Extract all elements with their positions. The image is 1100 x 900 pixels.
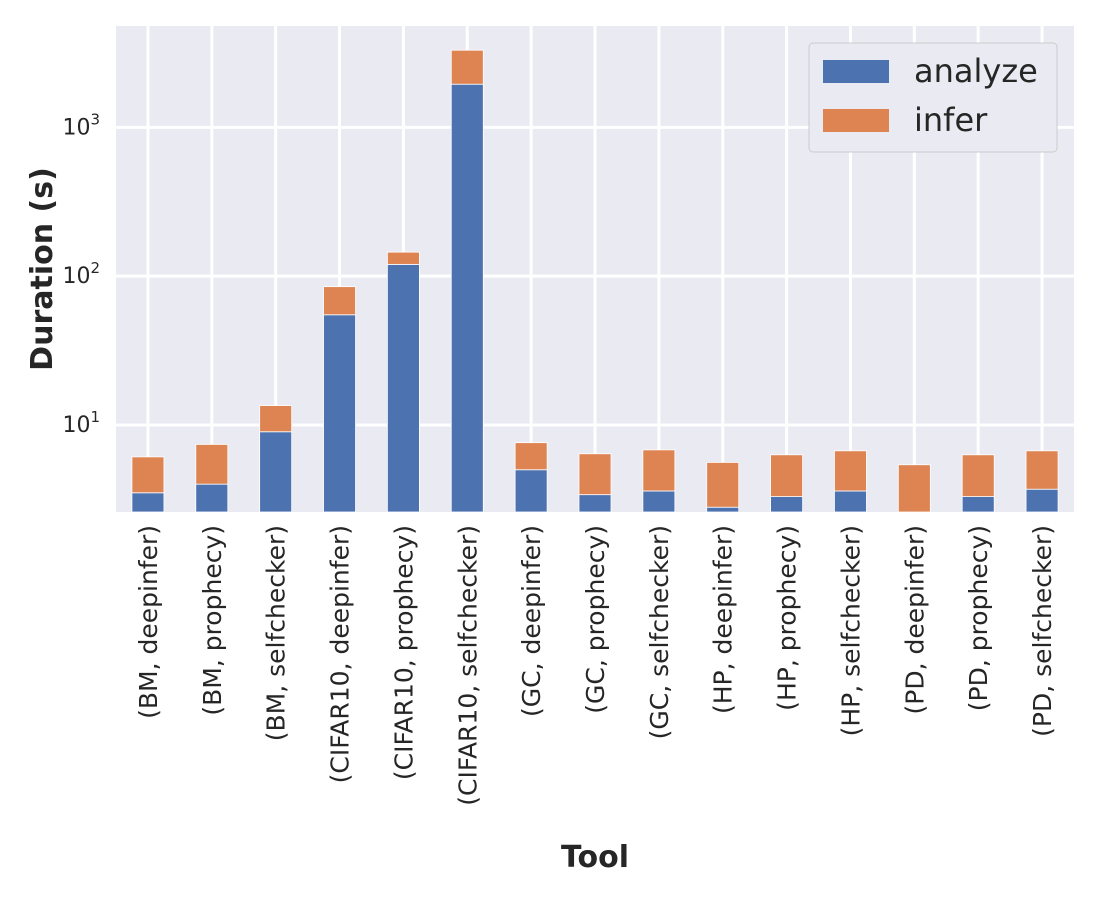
bar-analyze (386, 263, 420, 513)
legend-label-analyze: analyze (914, 52, 1038, 90)
bar-analyze (1025, 488, 1059, 513)
y-tick-labels: 101 102 103 (62, 110, 100, 438)
x-tick-label: (BM, selfchecker) (262, 525, 291, 741)
y-tick-label: 102 (62, 259, 100, 289)
bar-infer (450, 49, 484, 85)
x-tick-labels: (BM, deepinfer) (BM, prophecy) (BM, selfch… (134, 525, 1057, 806)
x-tick-label: (BM, prophecy) (198, 525, 227, 716)
x-tick-label: (GC, deepinfer) (517, 525, 546, 717)
bar-infer (834, 450, 867, 492)
legend: analyze infer (808, 42, 1058, 153)
bar-analyze (259, 431, 293, 513)
bar-infer (195, 444, 229, 485)
bar-analyze (514, 469, 548, 513)
x-tick-label: (HP, selfchecker) (836, 525, 865, 736)
x-tick-label: (BM, deepinfer) (134, 525, 163, 719)
bar-infer (1025, 450, 1059, 490)
bar-analyze (706, 506, 740, 513)
legend-label-infer: infer (914, 101, 988, 139)
bar-analyze (770, 496, 803, 513)
x-tick-label: (HP, deepinfer) (709, 525, 738, 714)
y-tick-label: 101 (62, 408, 100, 438)
bar-analyze (578, 494, 612, 513)
x-tick-label: (CIFAR10, selfchecker) (453, 525, 482, 806)
x-axis-title: Tool (561, 840, 629, 875)
bar-infer (259, 405, 293, 433)
bar-infer (131, 456, 165, 494)
x-tick-label: (HP, prophecy) (773, 525, 802, 711)
x-tick-label: (CIFAR10, prophecy) (389, 525, 418, 780)
bar-analyze (961, 496, 995, 513)
bar-analyze (131, 492, 165, 513)
bar-analyze (450, 83, 484, 513)
bar-infer (514, 442, 548, 471)
bar-analyze (834, 490, 867, 513)
bar-infer (578, 453, 612, 496)
bar-analyze (642, 490, 676, 513)
bar-infer (642, 449, 676, 492)
legend-swatch-infer (823, 109, 889, 132)
x-tick-label: (GC, selfchecker) (645, 525, 674, 739)
bar-infer (323, 286, 356, 316)
x-tick-label: (GC, prophecy) (581, 525, 610, 714)
bar-infer (770, 454, 803, 497)
x-tick-label: (PD, selfchecker) (1028, 525, 1057, 737)
bar-infer (961, 454, 995, 497)
bar-infer (706, 462, 740, 508)
legend-swatch-analyze (823, 60, 889, 83)
y-tick-label: 103 (62, 110, 100, 140)
bar-infer (897, 464, 931, 513)
bar-infer (386, 251, 420, 265)
x-tick-label: (CIFAR10, deepinfer) (326, 525, 355, 783)
bars (131, 49, 1059, 513)
x-tick-label: (PD, prophecy) (964, 525, 993, 711)
x-tick-label: (PD, deepinfer) (900, 525, 929, 714)
y-axis-title: Duration (s) (25, 167, 60, 371)
bar-analyze (323, 314, 356, 513)
bar-analyze (195, 483, 229, 513)
